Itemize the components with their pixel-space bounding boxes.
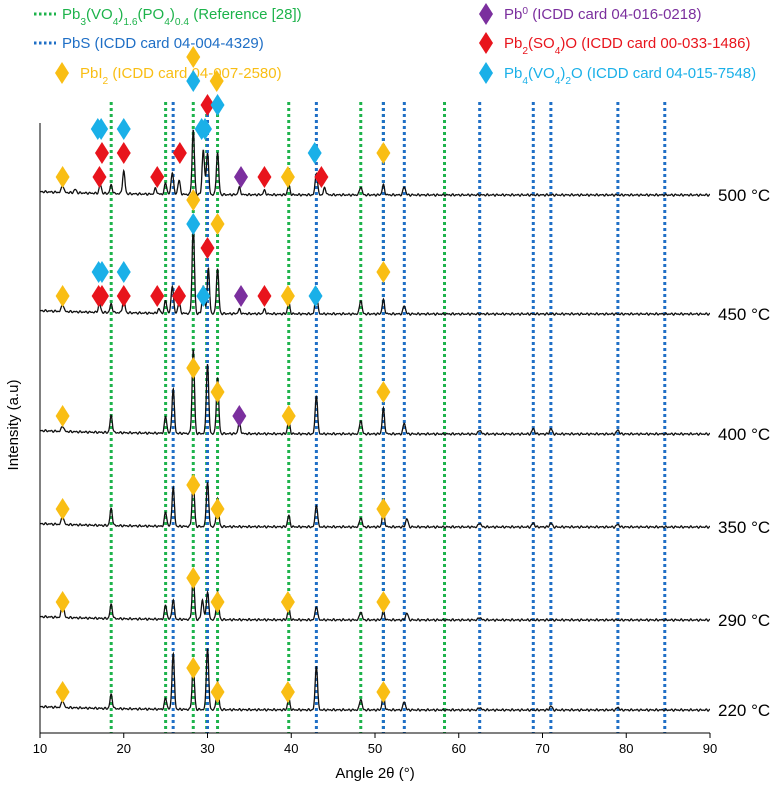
marker-pbi2	[376, 591, 391, 613]
x-tick-label: 40	[284, 741, 298, 756]
legend-diamond-pbi2	[55, 62, 69, 84]
series-label: 220 °C	[718, 701, 770, 720]
x-tick-label: 90	[703, 741, 717, 756]
marker-pbi2	[376, 142, 391, 164]
marker-pbi2	[376, 498, 391, 520]
marker-pbi2	[280, 166, 295, 188]
marker-pbi2	[55, 498, 70, 520]
legend-diamond-pb0	[479, 3, 493, 25]
marker-pbso4o	[116, 142, 131, 164]
marker-pbi2	[55, 405, 70, 427]
series-label: 500 °C	[718, 186, 770, 205]
marker-pbvo2o	[197, 118, 212, 140]
marker-pbi2	[210, 381, 225, 403]
x-tick-label: 20	[117, 741, 131, 756]
marker-pbso4o	[257, 166, 272, 188]
legend-label-pbvpo: Pb3(VO4)1.6(PO4)0.4 (Reference [28])	[62, 6, 302, 28]
legend-label-pbso4o: Pb2(SO4)O (ICDD card 00-033-1486)	[504, 35, 750, 57]
marker-pb0	[234, 285, 248, 307]
marker-pbso4o	[150, 166, 165, 188]
marker-pbi2	[376, 381, 391, 403]
x-tick-label: 50	[368, 741, 382, 756]
marker-pbi2	[186, 474, 201, 496]
marker-pbso4o	[116, 285, 131, 307]
x-tick-label: 80	[619, 741, 633, 756]
marker-pbso4o	[257, 285, 272, 307]
x-axis-title: Angle 2θ (°)	[335, 765, 414, 782]
marker-pbso4o	[200, 237, 215, 259]
marker-pbi2	[55, 591, 70, 613]
marker-pbvo2o	[94, 261, 109, 283]
marker-pbi2	[280, 285, 295, 307]
marker-pbvo2o	[307, 142, 322, 164]
series-label: 400 °C	[718, 425, 770, 444]
marker-pbso4o	[150, 285, 165, 307]
marker-pbso4o	[92, 166, 107, 188]
marker-pb0	[234, 166, 248, 188]
marker-pbi2	[376, 261, 391, 283]
trace-400c	[39, 349, 711, 436]
series-label: 350 °C	[718, 518, 770, 537]
marker-pbi2	[280, 591, 295, 613]
x-tick-label: 60	[452, 741, 466, 756]
legend-diamond-pbso4o	[479, 32, 493, 54]
marker-pbvo2o	[94, 118, 109, 140]
marker-pbso4o	[172, 285, 187, 307]
legend-label-pb0: Pb0 (ICDD card 04-016-0218)	[504, 6, 701, 24]
series-label: 450 °C	[718, 305, 770, 324]
marker-pbi2	[210, 498, 225, 520]
marker-pbi2	[210, 591, 225, 613]
series-labels: 500 °C 450 °C 400 °C 350 °C 290 °C 220 °C	[718, 186, 770, 720]
marker-pbi2	[210, 213, 225, 235]
trace-450c	[39, 226, 711, 316]
x-tick-label: 10	[33, 741, 47, 756]
marker-pbvo2o	[210, 94, 225, 116]
marker-pbi2	[186, 357, 201, 379]
marker-pbi2	[186, 567, 201, 589]
series-label: 290 °C	[718, 611, 770, 630]
marker-pb0	[232, 405, 247, 427]
legend-label-pbi2: PbI2 (ICDD card 04-007-2580)	[80, 65, 282, 87]
marker-pbvo2o	[186, 70, 201, 92]
marker-pbi2	[55, 681, 70, 703]
marker-pbi2	[55, 166, 70, 188]
y-axis-title: Intensity (a.u)	[5, 380, 22, 471]
marker-pbso4o	[94, 142, 109, 164]
marker-pbi2	[210, 681, 225, 703]
legend: Pb3(VO4)1.6(PO4)0.4 (Reference [28]) PbS …	[34, 3, 756, 87]
marker-pbi2	[280, 681, 295, 703]
x-tick-label: 70	[535, 741, 549, 756]
legend-diamond-pbvo2o	[479, 62, 493, 84]
marker-pbi2	[186, 46, 201, 68]
phase-markers	[55, 46, 391, 703]
marker-pbso4o	[94, 285, 109, 307]
marker-pbso4o	[314, 166, 329, 188]
x-tick-label: 30	[200, 741, 214, 756]
marker-pbi2	[209, 70, 224, 92]
trace-220c	[39, 648, 711, 712]
marker-pbvo2o	[116, 118, 131, 140]
marker-pbi2	[376, 681, 391, 703]
marker-pbso4o	[200, 94, 215, 116]
legend-label-pbs: PbS (ICDD card 04-004-4329)	[62, 35, 264, 52]
legend-label-pbvo2o: Pb4(VO4)2O (ICDD card 04-015-7548)	[504, 65, 756, 87]
axes: 10 20 30 40 50 60 70 80 90	[33, 123, 717, 756]
marker-pbvo2o	[308, 285, 323, 307]
marker-pbi2	[281, 405, 296, 427]
marker-pbi2	[186, 189, 201, 211]
trace-500c	[39, 129, 711, 197]
marker-pbvo2o	[186, 213, 201, 235]
trace-350c	[39, 478, 711, 529]
marker-pbvo2o	[196, 285, 211, 307]
marker-pbso4o	[172, 142, 187, 164]
marker-pbi2	[55, 285, 70, 307]
marker-pbi2	[186, 657, 201, 679]
trace-290c	[39, 573, 711, 622]
series-traces	[39, 129, 711, 712]
marker-pbvo2o	[116, 261, 131, 283]
